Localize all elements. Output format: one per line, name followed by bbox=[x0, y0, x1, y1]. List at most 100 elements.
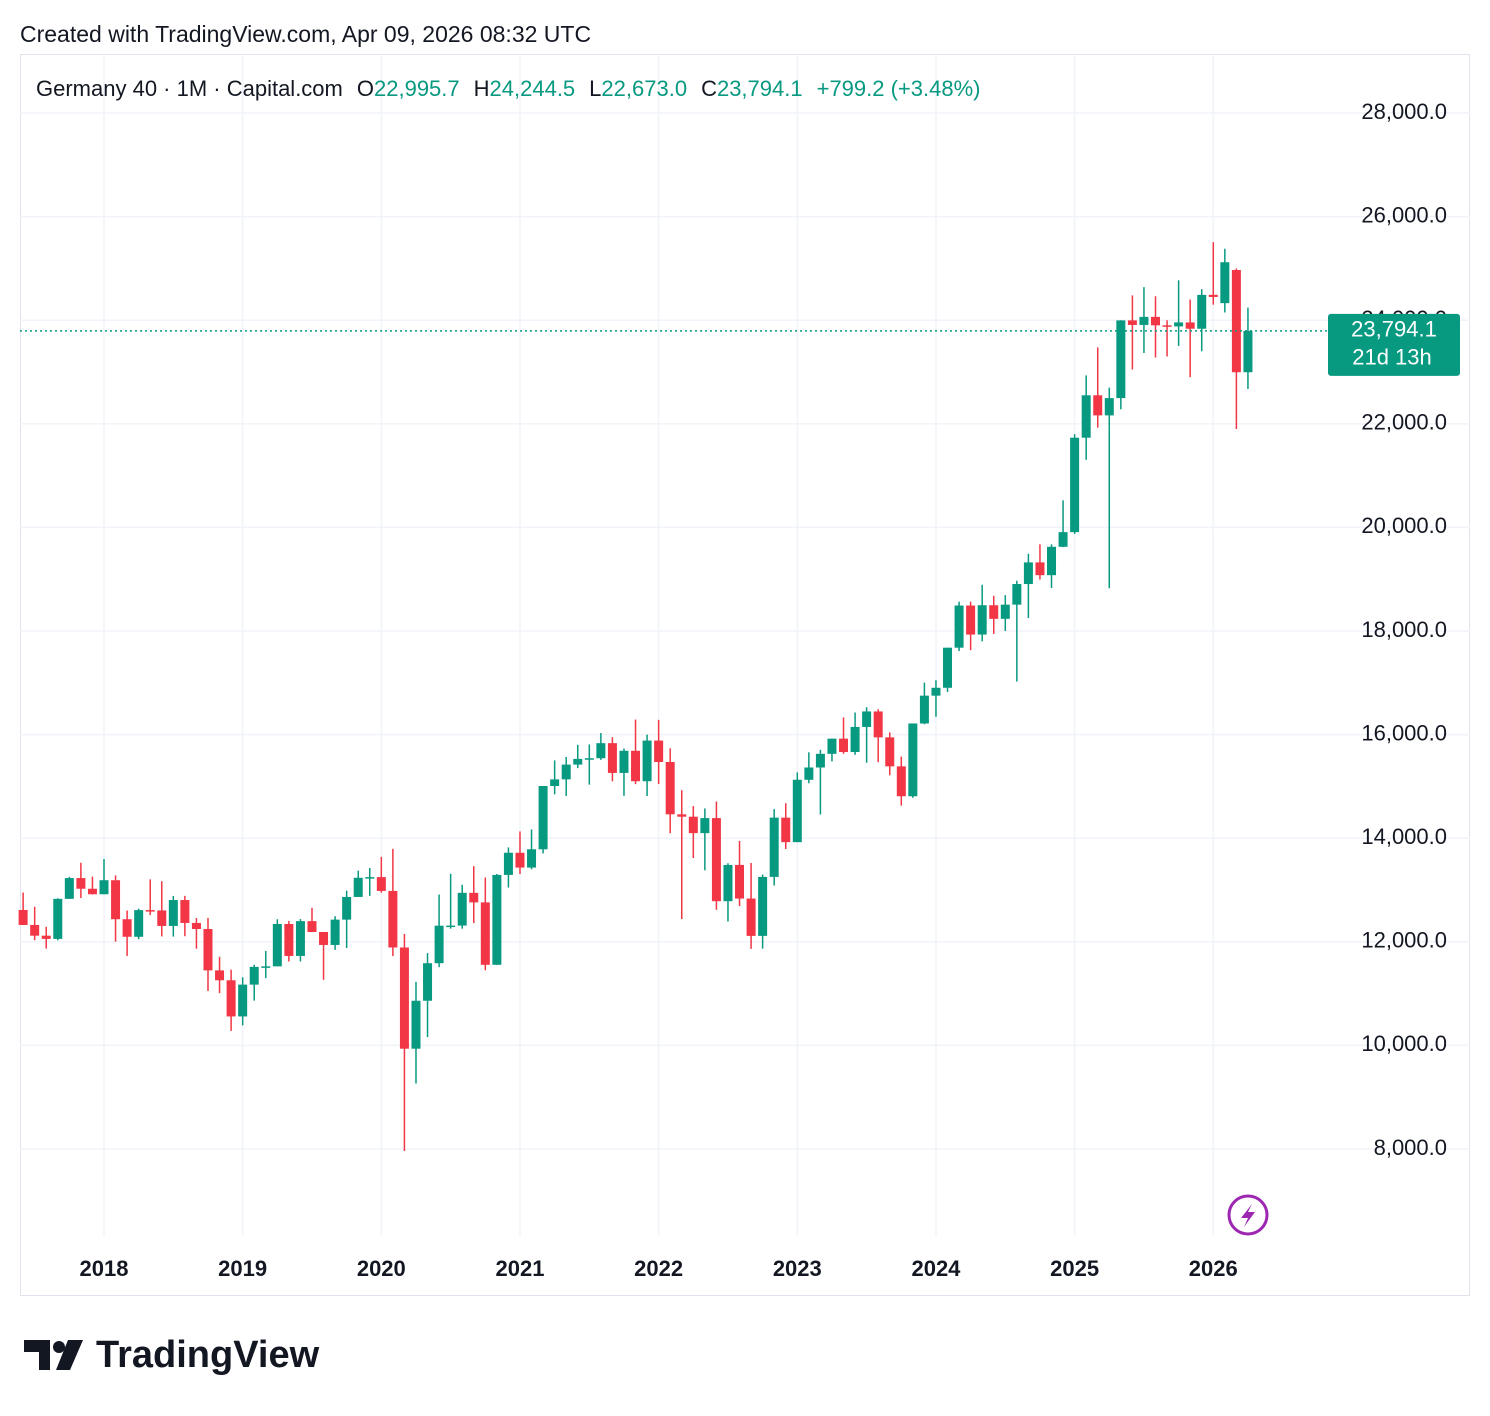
candle-body bbox=[342, 896, 352, 920]
y-tick-label: 10,000.0 bbox=[1361, 1031, 1447, 1056]
candle-body bbox=[1162, 325, 1172, 327]
lightning-icon[interactable] bbox=[1227, 1194, 1269, 1236]
candle-body bbox=[896, 766, 906, 797]
candle-body bbox=[688, 816, 698, 834]
candle-body bbox=[792, 779, 802, 843]
candle-body bbox=[388, 890, 398, 948]
candle-body bbox=[226, 980, 236, 1017]
x-tick-label: 2025 bbox=[1050, 1256, 1099, 1281]
ohlc-letter: O bbox=[357, 76, 374, 101]
y-tick-label: 16,000.0 bbox=[1361, 720, 1447, 745]
candle-body bbox=[30, 924, 40, 936]
candle-body bbox=[307, 921, 317, 933]
x-tick-label: 2023 bbox=[773, 1256, 822, 1281]
candle-body bbox=[1197, 294, 1207, 329]
candle-body bbox=[550, 779, 560, 786]
candle-body bbox=[1081, 395, 1091, 438]
candle-body bbox=[295, 921, 305, 956]
candle-body bbox=[815, 753, 825, 768]
candle-body bbox=[538, 785, 548, 850]
candle-body bbox=[284, 923, 294, 956]
ohlc-letter: L bbox=[589, 76, 601, 101]
grid: 8,000.0 10,000.0 12,000.0 14,000.0 16,000.0 1… bbox=[20, 54, 1470, 1281]
candle-body bbox=[966, 605, 976, 635]
x-tick-label: 2024 bbox=[911, 1256, 961, 1281]
candle-body bbox=[584, 758, 594, 760]
candle-body bbox=[665, 762, 675, 815]
candle-body bbox=[1070, 437, 1080, 533]
ohlc-letter: H bbox=[474, 76, 490, 101]
y-tick-label: 28,000.0 bbox=[1361, 99, 1447, 124]
candle-body bbox=[654, 740, 664, 763]
candle-body bbox=[1174, 322, 1184, 327]
candle-body bbox=[1139, 316, 1149, 325]
candle-body bbox=[122, 919, 132, 937]
symbol: Germany 40 · 1M · Capital.com bbox=[36, 76, 343, 101]
candle-body bbox=[1000, 604, 1010, 619]
candle-body bbox=[804, 767, 814, 780]
candle-body bbox=[527, 849, 537, 868]
candle-body bbox=[746, 898, 756, 936]
candle-body bbox=[134, 910, 144, 937]
candle-body bbox=[434, 925, 444, 964]
candle-body bbox=[1151, 316, 1161, 326]
price-tag bbox=[1328, 313, 1460, 376]
candle-body bbox=[53, 898, 63, 939]
change: +799.2 (+3.48%) bbox=[817, 76, 981, 101]
y-tick-label: 18,000.0 bbox=[1361, 617, 1447, 642]
candle-body bbox=[1231, 269, 1241, 373]
overlay: 23,794.1 21d 13h Germany 40 · 1M · Capital… bbox=[20, 76, 1460, 376]
candle-body bbox=[249, 966, 259, 985]
ohlc-letter: C bbox=[701, 76, 717, 101]
candle-body bbox=[862, 711, 872, 727]
candle-body bbox=[376, 877, 386, 891]
price-tag-value: 23,794.1 bbox=[1351, 317, 1437, 342]
candle-body bbox=[492, 874, 502, 965]
candle-body bbox=[977, 605, 987, 635]
candle-body bbox=[781, 817, 791, 843]
y-tick-label: 8,000.0 bbox=[1374, 1135, 1447, 1160]
candle-body bbox=[885, 737, 895, 767]
candle-body bbox=[469, 892, 479, 903]
y-tick-label: 22,000.0 bbox=[1361, 410, 1447, 435]
candle-body bbox=[642, 740, 652, 782]
candle-body bbox=[423, 963, 433, 1001]
candle-body bbox=[41, 935, 51, 939]
candle-body bbox=[457, 892, 467, 926]
candle-body bbox=[261, 966, 271, 968]
candle-body bbox=[272, 923, 282, 967]
candle-body bbox=[1012, 584, 1022, 605]
y-tick-label: 12,000.0 bbox=[1361, 928, 1447, 953]
legend: Germany 40 · 1M · Capital.com O22,995.7 H2… bbox=[36, 76, 981, 101]
candle-body bbox=[330, 919, 340, 945]
candle-body bbox=[1035, 562, 1045, 576]
candle-body bbox=[631, 750, 641, 782]
x-tick-label: 2026 bbox=[1189, 1256, 1238, 1281]
candle-body bbox=[723, 864, 733, 902]
candle-body bbox=[919, 695, 929, 724]
candle-body bbox=[1023, 562, 1033, 585]
chart-frame bbox=[20, 54, 1470, 1296]
candle-body bbox=[446, 925, 456, 928]
y-tick-label: 26,000.0 bbox=[1361, 202, 1447, 227]
candle-body bbox=[64, 878, 74, 899]
candle-body bbox=[480, 902, 490, 965]
candle-body bbox=[111, 880, 121, 920]
candle-body bbox=[1116, 320, 1126, 399]
candle-body bbox=[515, 852, 525, 868]
candles bbox=[18, 242, 1253, 1152]
candle-body bbox=[191, 922, 201, 930]
candle-body bbox=[596, 743, 606, 759]
candle-body bbox=[827, 738, 837, 754]
candle-body bbox=[1185, 322, 1195, 329]
candle-body bbox=[411, 1000, 421, 1049]
candle-body bbox=[238, 984, 248, 1017]
candle-body bbox=[700, 818, 710, 834]
candle-body bbox=[839, 738, 849, 753]
candle-body bbox=[1104, 398, 1114, 416]
created-note: Created with TradingView.com, Apr 09, 20… bbox=[20, 21, 591, 47]
candle-body bbox=[677, 814, 687, 817]
candle-body bbox=[561, 764, 571, 780]
candle-body bbox=[573, 758, 583, 765]
